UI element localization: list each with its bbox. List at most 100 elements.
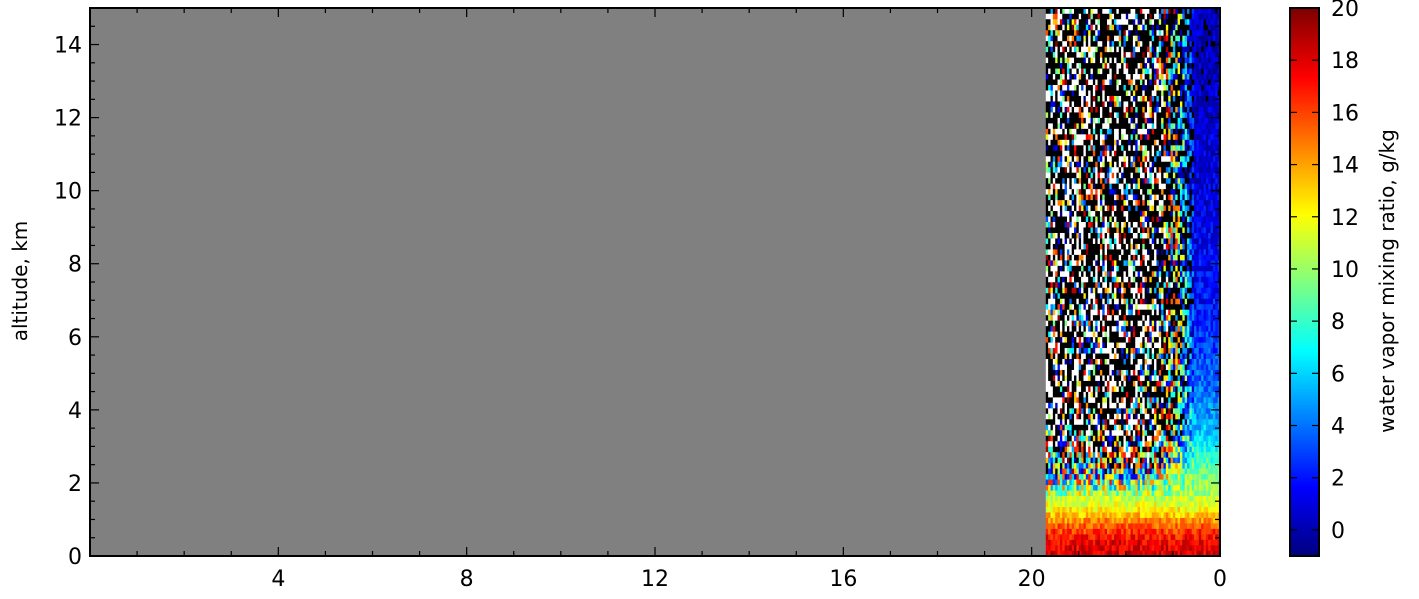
heatmap-cell — [1048, 145, 1051, 151]
heatmap-cell — [1107, 303, 1110, 310]
heatmap-cell — [1076, 68, 1080, 75]
heatmap-cell — [1048, 545, 1051, 551]
heatmap-cell — [1088, 309, 1091, 316]
heatmap-cell — [1114, 134, 1117, 140]
heatmap-cell — [1088, 18, 1091, 25]
heatmap-cell — [1045, 484, 1049, 491]
heatmap-cell — [1057, 331, 1061, 338]
heatmap-cell — [1076, 282, 1080, 288]
heatmap-cell — [1132, 194, 1136, 201]
heatmap-cell — [1118, 429, 1122, 436]
heatmap-cell — [1156, 51, 1160, 58]
heatmap-cell — [1139, 183, 1143, 190]
heatmap-cell — [1083, 177, 1087, 184]
heatmap-cell — [1149, 13, 1153, 20]
heatmap-cell — [1123, 386, 1127, 392]
heatmap-cell — [1137, 73, 1141, 80]
heatmap-cell — [1050, 429, 1054, 436]
heatmap-cell — [1123, 451, 1127, 458]
heatmap-cell — [1090, 550, 1094, 557]
heatmap-cell — [1076, 512, 1080, 518]
heatmap-cell — [1062, 112, 1065, 118]
heatmap-cell — [1135, 194, 1138, 201]
heatmap-cell — [1045, 462, 1049, 469]
heatmap-cell — [1095, 523, 1098, 529]
heatmap-cell — [1097, 282, 1101, 288]
heatmap-cell — [1154, 473, 1157, 480]
heatmap-cell — [1076, 342, 1080, 349]
heatmap-cell — [1137, 391, 1141, 398]
heatmap-cell — [1078, 35, 1082, 42]
heatmap-cell — [1123, 358, 1127, 365]
heatmap-cell — [1147, 84, 1150, 91]
heatmap-cell — [1139, 177, 1143, 184]
heatmap-cell — [1151, 18, 1155, 25]
heatmap-cell — [1118, 282, 1122, 288]
heatmap-cell — [1135, 199, 1138, 206]
heatmap-cell — [1132, 35, 1136, 42]
heatmap-cell — [1114, 265, 1117, 272]
heatmap-cell — [1147, 35, 1150, 42]
heatmap-cell — [1069, 320, 1072, 327]
heatmap-cell — [1111, 287, 1115, 294]
heatmap-cell — [1104, 490, 1108, 497]
heatmap-cell — [1135, 490, 1138, 497]
heatmap-cell — [1066, 501, 1070, 507]
heatmap-cell — [1090, 429, 1094, 436]
heatmap-cell — [1066, 123, 1070, 129]
heatmap-cell — [1097, 440, 1101, 447]
heatmap-cell — [1097, 57, 1101, 64]
heatmap-cell — [1132, 282, 1136, 288]
heatmap-cell — [1121, 539, 1124, 546]
heatmap-cell — [1069, 419, 1072, 425]
heatmap-cell — [1066, 342, 1070, 349]
heatmap-cell — [1149, 101, 1153, 107]
heatmap-cell — [1092, 260, 1096, 266]
heatmap-cell — [1048, 205, 1051, 212]
heatmap-cell — [1081, 112, 1084, 118]
heatmap-cell — [1092, 13, 1096, 20]
heatmap-cell — [1081, 18, 1084, 25]
heatmap-cell — [1139, 309, 1143, 316]
heatmap-cell — [1052, 435, 1056, 442]
heatmap-cell — [1144, 134, 1148, 140]
heatmap-cell — [1121, 495, 1124, 502]
heatmap-cell — [1149, 386, 1153, 392]
heatmap-cell — [1132, 62, 1136, 69]
heatmap-cell — [1109, 145, 1112, 151]
heatmap-cell — [1161, 375, 1164, 381]
heatmap-cell — [1078, 495, 1082, 502]
heatmap-cell — [1104, 550, 1108, 557]
heatmap-cell — [1064, 523, 1068, 529]
heatmap-cell — [1128, 265, 1131, 272]
heatmap-cell — [1092, 391, 1096, 398]
heatmap-cell — [1144, 440, 1148, 447]
heatmap-cell — [1144, 451, 1148, 458]
heatmap-cell — [1125, 424, 1129, 431]
heatmap-cell — [1121, 506, 1124, 513]
heatmap-cell — [1057, 545, 1061, 551]
heatmap-cell — [1088, 419, 1091, 425]
heatmap-cell — [1144, 205, 1148, 212]
heatmap-cell — [1059, 95, 1063, 102]
heatmap-cell — [1132, 375, 1136, 381]
heatmap-cell — [1142, 375, 1145, 381]
heatmap-cell — [1099, 29, 1103, 36]
heatmap-cell — [1130, 128, 1134, 135]
heatmap-cell — [1121, 358, 1124, 365]
heatmap-cell — [1104, 205, 1108, 212]
heatmap-cell — [1048, 183, 1051, 190]
heatmap-cell — [1074, 309, 1077, 316]
heatmap-cell — [1069, 260, 1072, 266]
heatmap-cell — [1076, 13, 1080, 20]
heatmap-cell — [1045, 172, 1049, 179]
heatmap-cell — [1083, 101, 1087, 107]
heatmap-cell — [1102, 232, 1105, 239]
heatmap-cell — [1149, 501, 1153, 507]
heatmap-cell — [1057, 539, 1061, 546]
heatmap-cell — [1076, 550, 1080, 557]
heatmap-cell — [1062, 539, 1065, 546]
heatmap-cell — [1123, 150, 1127, 157]
heatmap-cell — [1144, 221, 1148, 228]
heatmap-cell — [1109, 473, 1112, 480]
